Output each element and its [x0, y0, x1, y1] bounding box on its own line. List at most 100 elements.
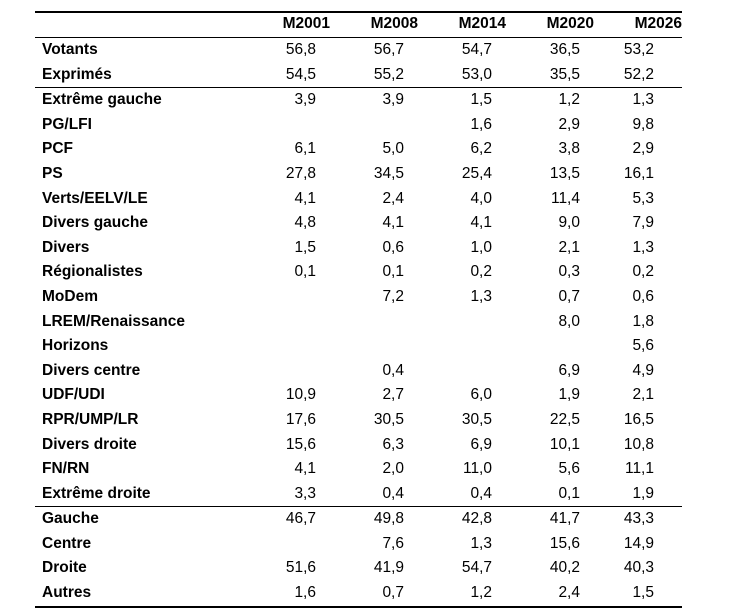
- table-row: UDF/UDI 10,9 2,7 6,0 1,9 2,1: [35, 383, 682, 408]
- table-cell: 25,4: [461, 164, 492, 182]
- table-cell: 56,8: [285, 41, 316, 58]
- table-cell: 4,8: [294, 214, 316, 232]
- row-label: PS: [42, 164, 63, 182]
- table-cell: [242, 113, 330, 138]
- table-cell: 4,1: [470, 214, 492, 232]
- header-corner: [35, 11, 242, 38]
- table-cell: 0,7: [382, 584, 404, 602]
- table-cell: [242, 532, 330, 557]
- table-cell: 9,8: [632, 115, 654, 133]
- table-cell: 0,1: [294, 263, 316, 281]
- table-cell: 10,9: [285, 386, 316, 404]
- table-row: Gauche 46,7 49,8 42,8 41,7 43,3: [35, 507, 682, 532]
- table-cell: 41,9: [373, 559, 404, 577]
- table-cell: 2,4: [558, 584, 580, 602]
- table-cell: 17,6: [285, 410, 316, 428]
- table-cell: 0,3: [558, 263, 580, 281]
- table-cell: 0,2: [632, 263, 654, 281]
- table-cell: [242, 359, 330, 384]
- table-cell: 2,0: [382, 460, 404, 478]
- row-label: Droite: [42, 559, 87, 577]
- table-row: Divers centre 0,4 6,9 4,9: [35, 359, 682, 384]
- row-label: Horizons: [42, 337, 109, 355]
- table-cell: 9,0: [558, 214, 580, 232]
- table-cell: [330, 310, 418, 335]
- table-cell: 15,6: [549, 534, 580, 552]
- table-cell: [418, 310, 506, 335]
- table-cell: 51,6: [285, 559, 316, 577]
- row-label: Divers centre: [42, 361, 141, 379]
- row-label: Régionalistes: [42, 263, 143, 281]
- table-cell: 16,1: [623, 164, 654, 182]
- table-cell: 1,9: [558, 386, 580, 404]
- table-cell: 30,5: [373, 410, 404, 428]
- table-row: MoDem 7,2 1,3 0,7 0,6: [35, 285, 682, 310]
- table-cell: 54,7: [461, 41, 492, 58]
- table-cell: 1,3: [470, 534, 492, 552]
- row-label: Centre: [42, 534, 92, 552]
- table-cell: 5,6: [632, 337, 654, 355]
- table-cell: 0,4: [382, 361, 404, 379]
- table-cell: 8,0: [558, 312, 580, 330]
- table-row: Extrême gauche 3,9 3,9 1,5 1,2 1,3: [35, 88, 682, 113]
- table-row: Divers gauche 4,8 4,1 4,1 9,0 7,9: [35, 211, 682, 236]
- table-cell: 1,2: [470, 584, 492, 602]
- table-cell: 40,3: [623, 559, 654, 577]
- table-cell: 6,3: [382, 435, 404, 453]
- table-row: FN/RN 4,1 2,0 11,0 5,6 11,1: [35, 457, 682, 482]
- table-header-row: M2001 M2008 M2014 M2020 M2026: [35, 11, 682, 38]
- row-label: Autres: [42, 584, 92, 602]
- row-label: Extrême gauche: [42, 91, 162, 109]
- row-label: MoDem: [42, 287, 98, 305]
- column-header-m2008: M2008: [370, 15, 418, 32]
- table-cell: 1,3: [632, 238, 654, 256]
- column-header-m2001: M2001: [282, 15, 330, 32]
- table-row: PCF 6,1 5,0 6,2 3,8 2,9: [35, 137, 682, 162]
- row-label: Divers: [42, 238, 90, 256]
- table-cell: 4,1: [382, 214, 404, 232]
- table-cell: [330, 113, 418, 138]
- table-cell: 14,9: [623, 534, 654, 552]
- row-label: Exprimés: [42, 65, 112, 83]
- table-cell: 2,1: [632, 386, 654, 404]
- table-cell: 1,6: [294, 584, 316, 602]
- table-cell: 27,8: [285, 164, 316, 182]
- table-cell: 3,3: [294, 484, 316, 502]
- row-label: Votants: [42, 41, 98, 58]
- table-cell: 0,2: [470, 263, 492, 281]
- table-cell: 10,8: [623, 435, 654, 453]
- table-cell: 35,5: [549, 65, 580, 83]
- table-cell: 5,0: [382, 140, 404, 158]
- table-cell: 1,8: [632, 312, 654, 330]
- table-cell: 15,6: [285, 435, 316, 453]
- table-cell: 55,2: [373, 65, 404, 83]
- table-cell: 2,9: [558, 115, 580, 133]
- table-cell: 4,1: [294, 460, 316, 478]
- table-cell: 4,0: [470, 189, 492, 207]
- table-cell: 6,0: [470, 386, 492, 404]
- table-cell: 2,4: [382, 189, 404, 207]
- table-cell: 7,6: [382, 534, 404, 552]
- row-label: Divers gauche: [42, 214, 148, 232]
- table-cell: 6,9: [558, 361, 580, 379]
- column-header-m2014: M2014: [458, 15, 506, 32]
- table-cell: 0,6: [632, 287, 654, 305]
- row-label: PG/LFI: [42, 115, 92, 133]
- table-row: Divers 1,5 0,6 1,0 2,1 1,3: [35, 236, 682, 261]
- table-row: PG/LFI 1,6 2,9 9,8: [35, 113, 682, 138]
- table-cell: 4,1: [294, 189, 316, 207]
- table-cell: 2,9: [632, 140, 654, 158]
- table-cell: 5,6: [558, 460, 580, 478]
- table-cell: 1,3: [470, 287, 492, 305]
- table-cell: 53,0: [461, 65, 492, 83]
- row-label: FN/RN: [42, 460, 90, 478]
- table-cell: 2,1: [558, 238, 580, 256]
- table-cell: 10,1: [549, 435, 580, 453]
- table-cell: 36,5: [549, 41, 580, 58]
- table-row: Droite 51,6 41,9 54,7 40,2 40,3: [35, 556, 682, 581]
- table-row: Centre 7,6 1,3 15,6 14,9: [35, 532, 682, 557]
- table-cell: 53,2: [623, 41, 654, 58]
- table-cell: 1,6: [470, 115, 492, 133]
- table-cell: 16,5: [623, 410, 654, 428]
- table-cell: 1,0: [470, 238, 492, 256]
